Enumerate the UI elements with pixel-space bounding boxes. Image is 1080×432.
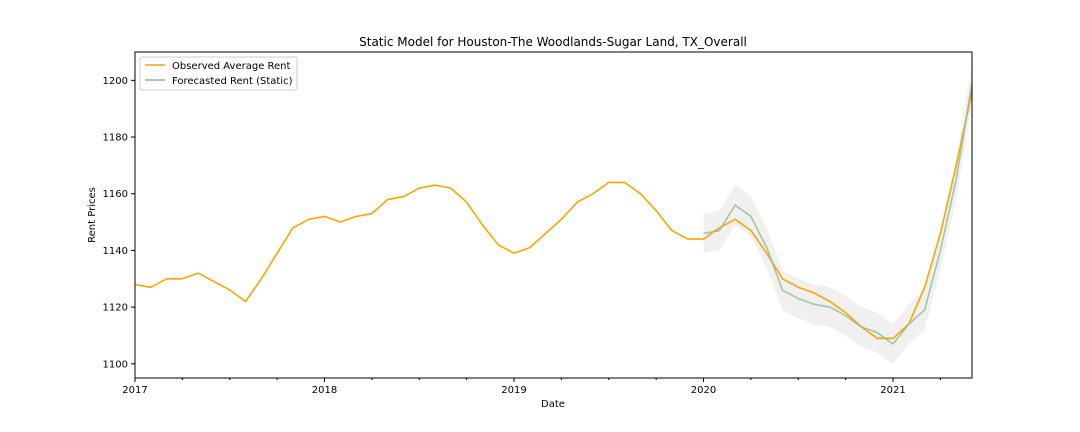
y-tick-label: 1160 bbox=[103, 189, 128, 200]
y-tick-label: 1100 bbox=[103, 359, 128, 370]
forecast-confidence-band bbox=[703, 63, 972, 364]
axis-ticks: 1100 1120 1140 1160 1180 1200 2017 2018 2019 2020… bbox=[103, 76, 941, 396]
y-axis-label: Rent Prices bbox=[87, 187, 98, 243]
plot-area bbox=[134, 63, 973, 364]
y-tick-label: 1140 bbox=[103, 246, 128, 257]
plot-frame bbox=[134, 51, 973, 379]
x-axis-label: Date bbox=[541, 399, 565, 410]
legend: Observed Average Rent Forecasted Rent (S… bbox=[139, 56, 298, 91]
y-tick-label: 1180 bbox=[103, 133, 128, 144]
y-tick-label: 1200 bbox=[103, 76, 128, 87]
chart-title: Static Model for Houston-The Woodlands-S… bbox=[359, 35, 747, 49]
legend-box bbox=[139, 56, 298, 91]
legend-label-observed: Observed Average Rent bbox=[172, 61, 291, 72]
x-tick-label: 2020 bbox=[691, 385, 716, 396]
x-tick-label: 2017 bbox=[122, 385, 147, 396]
x-tick-label: 2019 bbox=[501, 385, 526, 396]
x-tick-label: 2018 bbox=[312, 385, 337, 396]
y-tick-label: 1120 bbox=[103, 303, 128, 314]
legend-label-forecast: Forecasted Rent (Static) bbox=[172, 76, 293, 87]
series-line-forecast bbox=[703, 83, 973, 345]
series-line-observed bbox=[134, 91, 973, 340]
x-tick-label: 2021 bbox=[880, 385, 905, 396]
